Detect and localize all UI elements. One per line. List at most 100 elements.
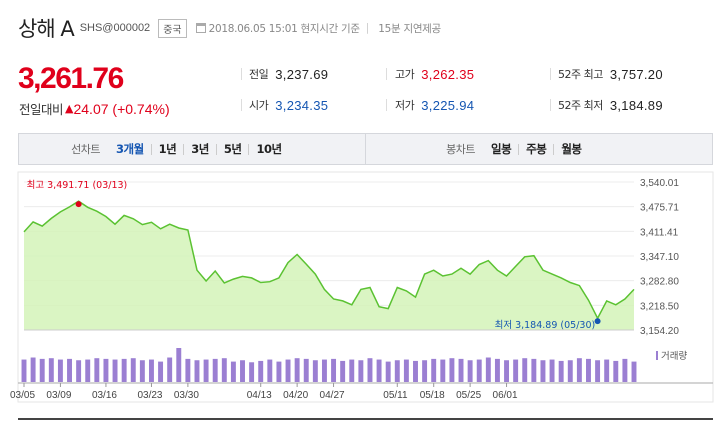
stat-label: 52주 최저 bbox=[558, 99, 603, 112]
volume-bar bbox=[240, 360, 245, 382]
stat-high: 고가 3,262.35 bbox=[395, 66, 474, 82]
volume-bar bbox=[221, 358, 227, 382]
tab-3-years[interactable]: 3년 bbox=[191, 142, 209, 156]
volume-bar bbox=[67, 358, 72, 382]
volume-bar bbox=[422, 360, 428, 382]
volume-legend-swatch bbox=[656, 351, 658, 360]
stat-value: 3,234.35 bbox=[275, 97, 329, 113]
volume-bar bbox=[622, 358, 628, 382]
volume-bar bbox=[522, 358, 528, 382]
x-tick-label: 03/30 bbox=[174, 390, 199, 401]
tab-daily[interactable]: 일봉 bbox=[491, 142, 512, 156]
volume-bar bbox=[504, 360, 510, 382]
candle-chart-label: 봉차트 bbox=[446, 143, 475, 156]
candle-chart-tabs: 봉차트 일봉 주봉 월봉 bbox=[365, 134, 712, 164]
volume-bar bbox=[230, 361, 236, 382]
volume-label: 거래량 bbox=[661, 350, 687, 362]
stat-value: 3,757.20 bbox=[609, 66, 663, 82]
volume-bar bbox=[358, 360, 364, 382]
calendar-icon bbox=[195, 23, 206, 33]
volume-bar bbox=[48, 358, 54, 382]
x-tick-label: 05/18 bbox=[420, 390, 445, 401]
volume-bar bbox=[130, 358, 136, 382]
stat-open: 시가 3,234.35 bbox=[249, 97, 328, 113]
chart-tab-bar: 선차트 3개월 1년 3년 5년 10년 봉차트 일봉 주봉 월봉 bbox=[18, 133, 713, 165]
y-tick-label: 3,540.01 bbox=[640, 178, 679, 189]
volume-bar bbox=[21, 359, 27, 382]
x-tick-label: 04/13 bbox=[247, 390, 272, 401]
volume-bar bbox=[121, 358, 127, 382]
y-tick-label: 3,282.80 bbox=[640, 277, 679, 288]
volume-bar bbox=[312, 360, 318, 382]
divider bbox=[241, 68, 242, 80]
tab-weekly[interactable]: 주봉 bbox=[526, 142, 547, 156]
stat-label: 고가 bbox=[395, 68, 415, 81]
volume-bar bbox=[558, 360, 564, 382]
price-line bbox=[23, 200, 635, 320]
volume-bar bbox=[85, 359, 91, 382]
volume-bar bbox=[203, 359, 209, 382]
y-tick-label: 3,475.71 bbox=[640, 203, 679, 214]
tab-monthly[interactable]: 월봉 bbox=[561, 142, 582, 156]
volume-bar bbox=[613, 360, 619, 382]
high-marker bbox=[75, 201, 82, 208]
x-tick-label: 03/09 bbox=[46, 390, 71, 401]
y-tick-label: 3,154.20 bbox=[640, 326, 679, 337]
price-chart: 3,540.01 3,475.71 3,411.41 3,347.10 3,282.80… bbox=[10, 171, 714, 403]
volume-bar bbox=[604, 359, 610, 382]
volume-bar bbox=[531, 358, 537, 382]
volume-bar bbox=[631, 361, 637, 382]
stat-label: 저가 bbox=[395, 99, 415, 112]
stat-label: 52주 최고 bbox=[558, 68, 603, 81]
volume-bar bbox=[294, 358, 300, 382]
volume-bar bbox=[586, 358, 591, 382]
volume-bar bbox=[376, 359, 382, 382]
stat-value: 3,225.94 bbox=[421, 97, 475, 113]
volume-bar bbox=[431, 358, 437, 382]
volume-bar bbox=[112, 359, 118, 382]
divider: | bbox=[365, 22, 370, 34]
tab-10-years[interactable]: 10년 bbox=[256, 142, 282, 156]
x-tick-label: 04/20 bbox=[283, 390, 308, 401]
x-tick-label: 04/27 bbox=[320, 390, 345, 401]
line-chart-label: 선차트 bbox=[71, 143, 100, 156]
volume-bar bbox=[476, 359, 482, 382]
volume-bar bbox=[413, 360, 418, 382]
volume-bar bbox=[103, 358, 109, 382]
stat-prev-close: 전일 3,237.69 bbox=[249, 66, 328, 82]
volume-bar bbox=[76, 360, 82, 382]
stat-value: 3,184.89 bbox=[609, 97, 663, 113]
tab-1-year[interactable]: 1년 bbox=[158, 142, 177, 156]
volume-bar bbox=[57, 359, 63, 382]
volume-bar bbox=[367, 358, 373, 382]
volume-bar bbox=[176, 348, 182, 382]
volume-bar bbox=[194, 360, 200, 382]
volume-bar bbox=[276, 361, 282, 382]
high-annotation: 최고 3,491.71 (03/13) bbox=[27, 180, 128, 191]
volume-bar bbox=[576, 358, 582, 382]
stock-code: SHS@000002 bbox=[79, 22, 151, 34]
x-tick-label: 03/23 bbox=[137, 390, 162, 401]
volume-bar bbox=[340, 360, 346, 382]
volume-bar bbox=[30, 357, 36, 382]
x-tick-label: 03/05 bbox=[10, 390, 35, 401]
volume-bar bbox=[303, 358, 309, 382]
country-badge: 중국 bbox=[158, 18, 187, 38]
volume-bar bbox=[94, 358, 100, 382]
divider bbox=[550, 68, 551, 80]
update-time: 2018.06.05 15:01 현지시간 기준 bbox=[208, 22, 360, 35]
volume-bar bbox=[331, 358, 337, 382]
stat-low: 저가 3,225.94 bbox=[395, 97, 474, 113]
x-tick-label: 05/25 bbox=[456, 390, 481, 401]
tab-5-years[interactable]: 5년 bbox=[223, 142, 242, 156]
volume-bar bbox=[39, 358, 45, 382]
stat-52w-high: 52주 최고 3,757.20 bbox=[558, 66, 663, 82]
volume-bar bbox=[167, 357, 173, 382]
volume-bar bbox=[285, 359, 291, 382]
stat-label: 전일 bbox=[249, 68, 269, 81]
volume-bar bbox=[321, 359, 327, 382]
y-tick-label: 3,347.10 bbox=[640, 252, 679, 263]
volume-bar bbox=[185, 358, 191, 382]
volume-bar bbox=[267, 359, 273, 382]
tab-3-months[interactable]: 3개월 bbox=[116, 142, 144, 156]
